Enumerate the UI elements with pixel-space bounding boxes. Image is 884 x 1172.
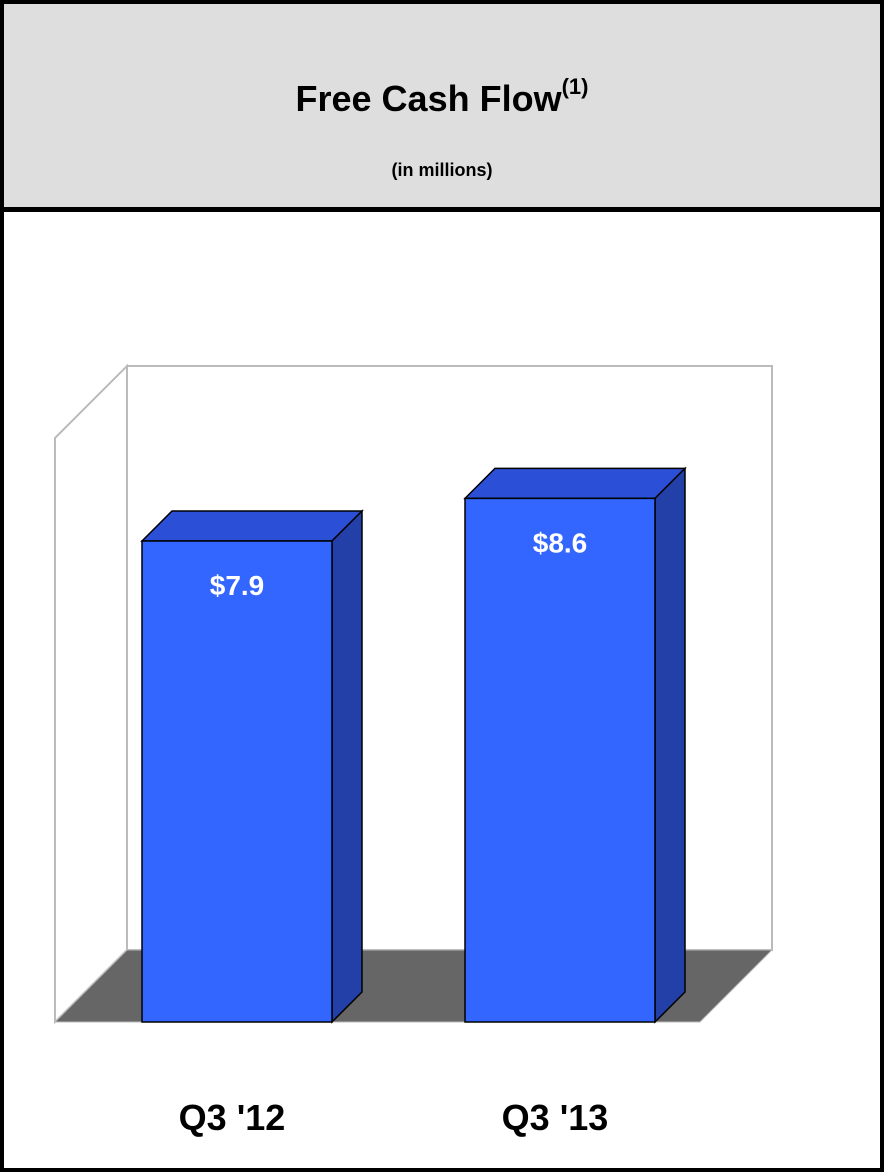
bar-1: $7.9 <box>140 509 364 1024</box>
chart-title: Free Cash Flow(1) <box>4 74 880 120</box>
bar-side-face <box>654 466 686 1024</box>
chart-title-text: Free Cash Flow <box>295 78 562 119</box>
side-wall <box>54 363 128 1025</box>
title-footnote-marker: (1) <box>561 74 589 99</box>
chart-header: Free Cash Flow(1) (in millions) <box>4 4 880 212</box>
bar-2: $8.6 <box>463 466 687 1024</box>
chart-bars: $7.9 $8.6 <box>140 466 687 1024</box>
bar-top-face <box>140 510 364 542</box>
bar-value-label: $7.9 <box>210 570 265 601</box>
x-tick-label: Q3 '12 <box>179 1097 286 1138</box>
bar-top-face <box>463 467 687 500</box>
bar-side-face <box>331 509 363 1024</box>
bar-front-face <box>464 497 656 1023</box>
chart-category-labels: Q3 '12 Q3 '13 <box>179 1097 609 1138</box>
bar-value-label: $8.6 <box>533 527 588 558</box>
chart-subtitle: (in millions) <box>391 160 493 180</box>
bar-front-face <box>141 540 333 1023</box>
x-tick-label: Q3 '13 <box>502 1097 609 1138</box>
